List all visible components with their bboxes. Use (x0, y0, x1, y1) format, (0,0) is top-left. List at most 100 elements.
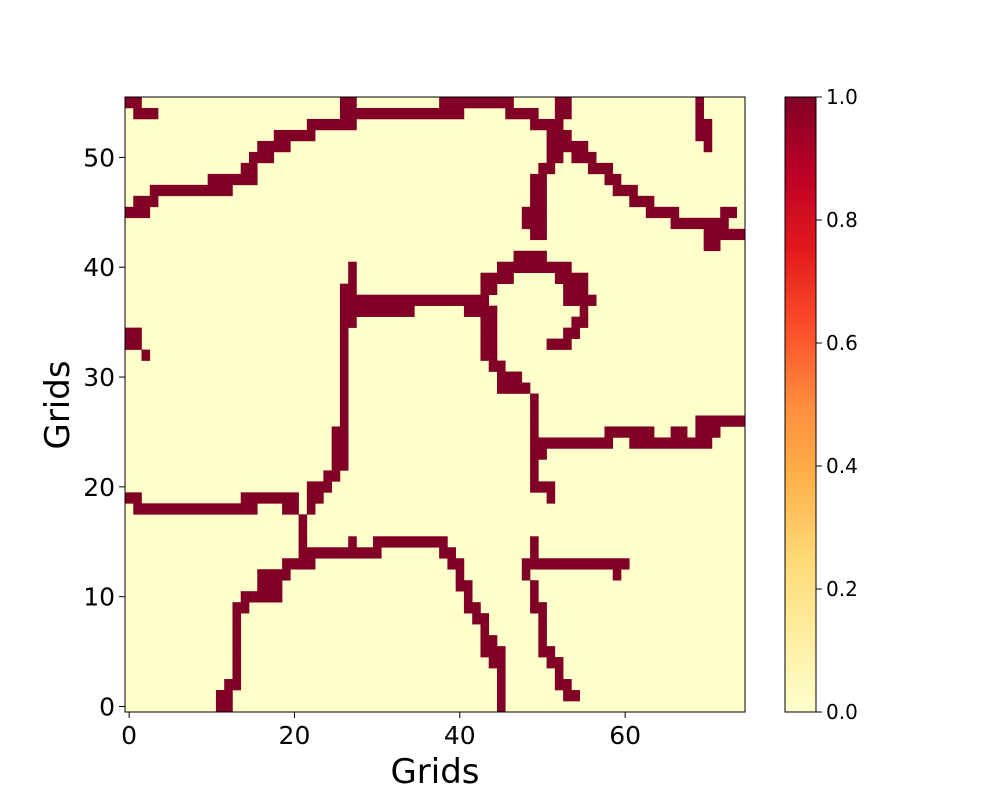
heatmap-cell-run (480, 646, 506, 658)
heatmap-cell-run (645, 206, 680, 219)
y-tick-label: 40 (83, 253, 115, 282)
heatmap-cell-run (703, 140, 713, 153)
heatmap-cell-run (348, 536, 357, 548)
y-tick-label: 10 (83, 583, 115, 612)
heatmap-cell-run (480, 283, 498, 295)
colorbar-tick-label: 0.0 (826, 700, 858, 724)
heatmap-cell-run (141, 349, 151, 361)
heatmap-cell-run (554, 97, 572, 109)
heatmap-cell-run (215, 701, 233, 713)
heatmap-cell-run (530, 591, 539, 603)
heatmap-cell-run (530, 118, 564, 131)
heatmap-cell-run (505, 107, 539, 120)
heatmap-cell-run (232, 624, 242, 636)
heatmap-cell-run (571, 316, 589, 328)
heatmap-cell-run (298, 547, 382, 559)
heatmap-cell-run (554, 272, 589, 284)
heatmap-cell-run (571, 151, 597, 164)
heatmap-cell-run (306, 118, 357, 131)
heatmap-cell-run (521, 558, 630, 570)
heatmap-cell-run (497, 382, 514, 394)
heatmap-cell-run (232, 646, 242, 658)
heatmap-cell-run (339, 404, 349, 416)
heatmap-cell-run (530, 184, 547, 197)
heatmap-cell-run (530, 393, 539, 405)
heatmap-cell-run (439, 547, 456, 559)
heatmap-cell-run (695, 129, 713, 142)
heatmap-cell-run (339, 338, 349, 350)
heatmap-cell-run (497, 668, 506, 680)
heatmap-cell-run (125, 206, 151, 219)
colorbar-tick-label: 0.8 (826, 208, 858, 232)
heatmap-cell-run (125, 338, 142, 350)
heatmap-cell-run (538, 646, 556, 658)
heatmap-cell-run (339, 305, 415, 317)
heatmap-cell-run (695, 415, 746, 427)
heatmap-cell-run (339, 283, 357, 295)
x-axis-ticks: 0 20 40 60 (121, 712, 641, 750)
heatmap-cell-run (563, 294, 597, 306)
heatmap-cell-run (232, 668, 242, 680)
heatmap-cell-run (530, 481, 556, 493)
y-tick-label: 30 (83, 363, 115, 392)
heatmap-cell-run (240, 591, 283, 603)
heatmap-cell-run (232, 613, 242, 625)
heatmap-cell-run (207, 173, 258, 186)
heatmap-cell-run (530, 404, 539, 416)
heatmap-cell-run (530, 426, 539, 438)
heatmap-cell-run (530, 173, 547, 186)
heatmap-cell-run (463, 602, 481, 614)
heatmap-cell-run (497, 371, 523, 383)
heatmap-cell-run (455, 580, 473, 592)
heatmap-cell-run (348, 272, 357, 284)
heatmap-cell-run (604, 426, 655, 438)
heatmap-cell-run (488, 360, 506, 372)
heatmap-cell-run (298, 525, 308, 537)
heatmap-cell-run (339, 97, 357, 109)
heatmap-cell-run (554, 679, 572, 691)
colorbar-tick-label: 0.6 (826, 331, 858, 355)
heatmap-cell-run (695, 97, 704, 109)
heatmap-cell-run (339, 349, 349, 361)
heatmap-cell-run (521, 206, 547, 219)
heatmap-cell-run (339, 316, 357, 328)
heatmap-cell-run (133, 195, 159, 208)
heatmap-cell-run (472, 613, 490, 625)
heatmap-cell-run (579, 305, 589, 317)
heatmap-cell-run (339, 382, 349, 394)
heatmap-cell-run (257, 140, 291, 153)
heatmap-cell-run (356, 107, 465, 120)
heatmap-cell-run (497, 679, 506, 691)
heatmap-cell-run (563, 283, 589, 295)
x-tick-label: 40 (444, 721, 476, 750)
heatmap-cell-run (215, 690, 233, 702)
heatmap-cell-run (125, 327, 142, 339)
heatmap-cell-run (670, 217, 729, 230)
y-axis-title: Grids (38, 360, 78, 449)
heatmap-cell-run (521, 217, 547, 230)
heatmap-cell-run (670, 426, 688, 438)
heatmap-cell-run (546, 129, 572, 142)
heatmap-cell-run (703, 228, 746, 241)
heatmap-cell-run (530, 228, 547, 241)
heatmap-cell-run (612, 569, 622, 581)
heatmap-cell-run (629, 437, 713, 449)
heatmap-cell-run (133, 503, 258, 515)
colorbar-tick-label: 1.0 (826, 85, 858, 109)
heatmap-cell-run (703, 239, 721, 252)
heatmap-cell-run (224, 679, 242, 691)
heatmap-cell-run (282, 558, 316, 570)
heatmap-cell-run (720, 206, 738, 219)
heatmap-cell-run (530, 602, 547, 614)
x-tick-label: 20 (279, 721, 311, 750)
heatmap-cell-run (530, 459, 539, 471)
heatmap-cell-run (339, 371, 349, 383)
heatmap-cell-run (480, 338, 498, 350)
heatmap-cell-run (530, 415, 539, 427)
x-tick-label: 60 (609, 721, 641, 750)
heatmap-cell-run (546, 657, 564, 669)
heatmap-cell-run (587, 162, 614, 175)
heatmap-cell-run (604, 173, 622, 186)
heatmap-cell-run (563, 690, 580, 702)
